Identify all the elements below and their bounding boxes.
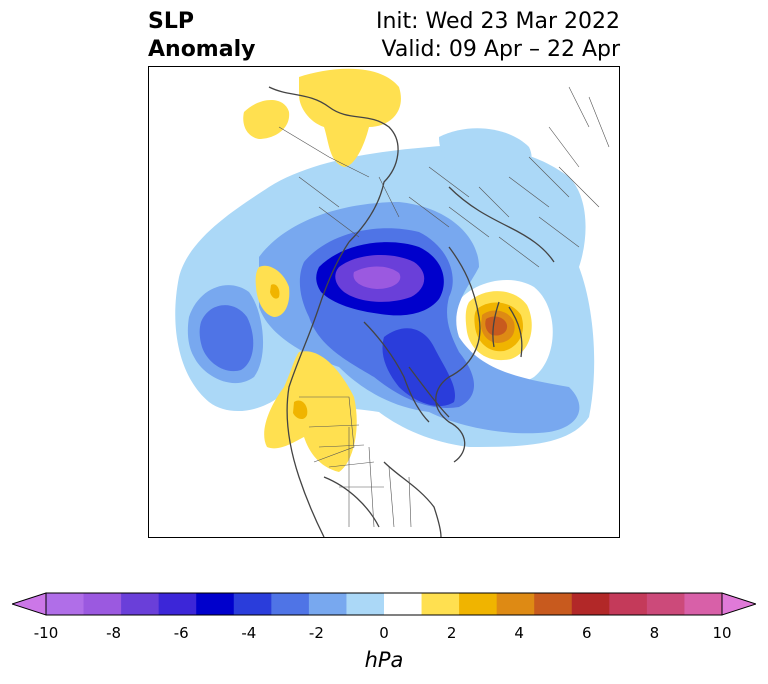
colorbar-cell [459,593,498,615]
colorbar-cell [158,593,197,615]
valid-range: Valid: 09 Apr – 22 Apr [381,37,621,62]
anomaly-contour-neg-6-atlantic [382,328,455,407]
colorbar-cell [233,593,272,615]
anomaly-contour-neg-4-pacific [199,305,254,372]
colorbar-tick-label: -2 [308,624,324,642]
anomaly-positive-bc-core [270,284,280,299]
anomaly-positive-west-us-core [293,400,308,420]
colorbar-cell [646,593,685,615]
colorbar-tick-label: -4 [241,624,257,642]
colorbar-cell [421,593,460,615]
colorbar-max-extend [721,592,756,616]
title-subtitle: Anomaly [148,37,256,62]
map-title: SLP Anomaly [148,8,255,64]
colorbar-min-extend [12,592,47,616]
slp-anomaly-map [148,66,620,538]
title-variable: SLP [148,9,194,34]
colorbar-tick-label: 10 [712,624,732,642]
colorbar-tick-label: -8 [106,624,122,642]
colorbar-tick-label: 6 [582,624,592,642]
colorbar-cell [534,593,573,615]
colorbar-cell [196,593,235,615]
colorbar-frame [45,592,723,616]
anomaly-minimum-core [353,266,401,289]
colorbar-tick-label: 2 [446,624,457,642]
colorbar-cell [609,593,648,615]
colorbar-cell [384,593,423,615]
colorbar-cell [684,593,723,615]
anomaly-maximum-europe-core [485,316,508,336]
colorbar-cells [12,592,756,616]
colorbar-cell [46,593,85,615]
colorbar-cell [271,593,310,615]
colorbar [12,592,756,616]
colorbar-tick-label: 0 [379,624,389,642]
colorbar-cell [346,593,385,615]
init-date: Init: Wed 23 Mar 2022 [375,9,620,34]
map-canvas [175,68,610,537]
colorbar-tick-label: 8 [649,624,660,642]
anomaly-positive-siberia [299,68,401,167]
coastlines [268,86,555,537]
colorbar-tick-label: 4 [514,624,524,642]
colorbar-cell [121,593,160,615]
anomaly-positive-chukotka [243,99,290,139]
colorbar-tick-label: -6 [173,624,189,642]
anomaly-positive-west-us [264,351,357,472]
colorbar-cell [571,593,610,615]
colorbar-cell [308,593,347,615]
colorbar-cell [496,593,535,615]
colorbar-tick-label: -10 [33,624,59,642]
anomaly-contour-neg-1b [439,128,532,183]
colorbar-unit-label: hPa [364,648,404,672]
colorbar-cell [83,593,122,615]
forecast-dates: Init: Wed 23 Mar 2022 Valid: 09 Apr – 22… [376,8,620,64]
country-borders [278,86,610,528]
